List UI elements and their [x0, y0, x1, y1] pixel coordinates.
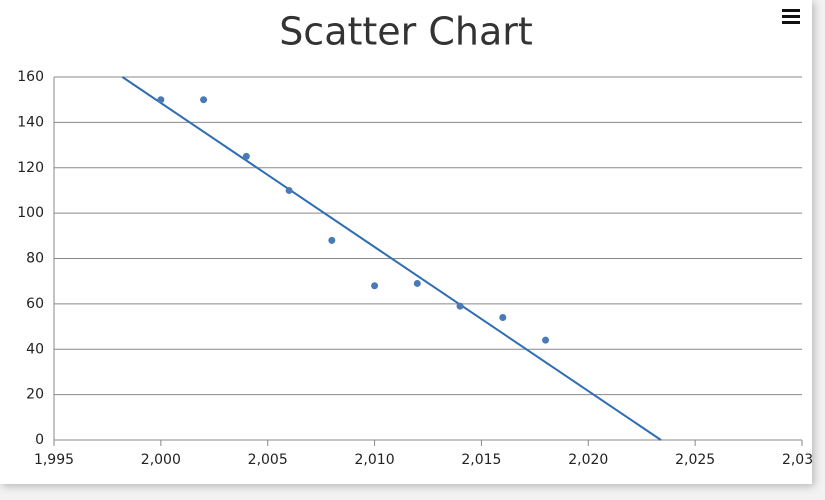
x-tick-label: 2,020: [568, 452, 608, 468]
chart-card: Scatter Chart 0 20 40 60 80 100 120 140 160 1,995…: [0, 0, 812, 484]
data-point: [456, 302, 464, 310]
data-point: [157, 96, 165, 104]
data-point: [242, 152, 250, 160]
data-point: [328, 236, 336, 244]
data-point: [413, 279, 421, 287]
x-tick-label: 2,025: [675, 452, 715, 468]
y-tick-label: 120: [17, 160, 44, 176]
data-point: [542, 336, 550, 344]
x-tick-label: 2,010: [355, 452, 395, 468]
x-tick-label: 2,000: [141, 452, 181, 468]
x-tick-label: 2,005: [248, 452, 288, 468]
trend-line: [121, 76, 662, 441]
y-tick-label: 20: [26, 387, 44, 403]
y-tick-label: 40: [26, 341, 44, 357]
y-tick-label: 80: [26, 251, 44, 267]
y-tick-label: 100: [17, 205, 44, 221]
x-tick-label: 1,995: [34, 452, 74, 468]
data-point: [371, 282, 379, 290]
y-tick-label: 0: [35, 432, 44, 448]
y-tick-label: 140: [17, 114, 44, 130]
menu-button[interactable]: [782, 9, 800, 25]
y-tick-label: 160: [17, 69, 44, 85]
x-tick-label: 2,030: [782, 452, 812, 468]
x-tick-label: 2,015: [461, 452, 501, 468]
chart-title: Scatter Chart: [279, 10, 533, 54]
y-tick-label: 60: [26, 296, 44, 312]
data-point: [200, 96, 208, 104]
data-point: [285, 186, 293, 194]
data-point: [499, 313, 507, 321]
chart: Scatter Chart 0 20 40 60 80 100 120 140 160 1,995…: [17, 10, 812, 469]
